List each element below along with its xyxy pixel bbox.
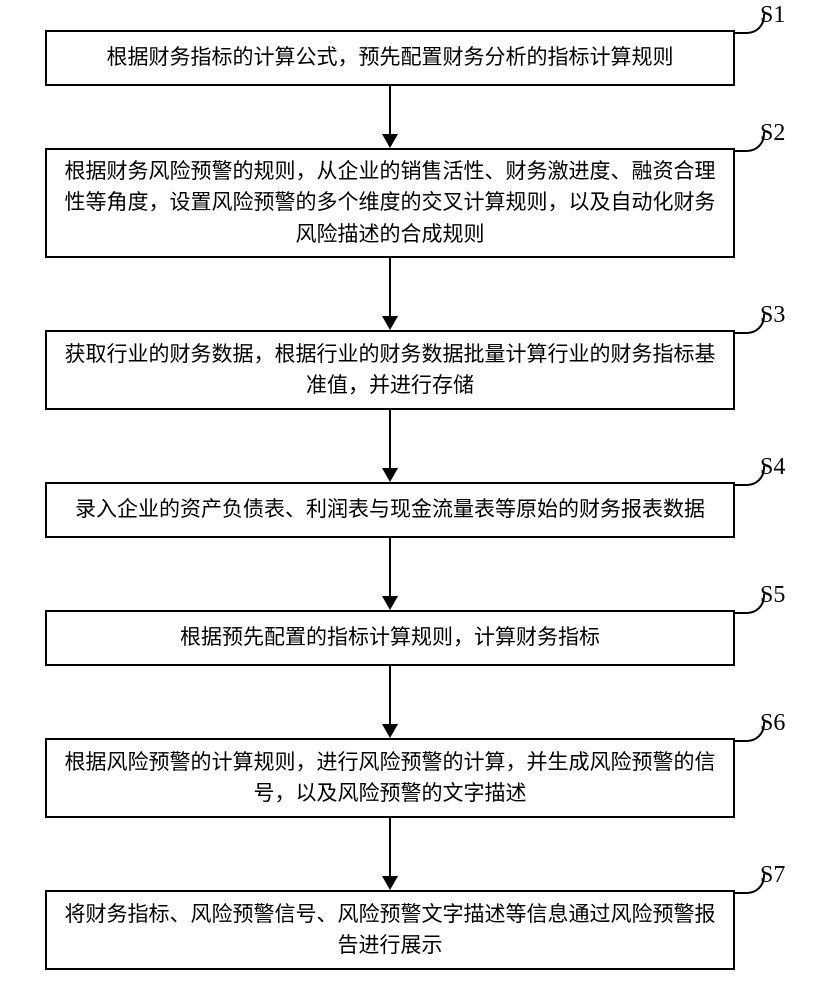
arrow-line-3 <box>389 410 391 468</box>
arrow-line-6 <box>389 818 391 876</box>
flow-step-s6: 根据风险预警的计算规则，进行风险预警的计算，并生成风险预警的信号，以及风险预警的… <box>45 738 735 818</box>
flow-step-text: 根据财务指标的计算公式，预先配置财务分析的指标计算规则 <box>107 42 674 74</box>
arrow-head-5 <box>382 724 398 738</box>
arrow-line-4 <box>389 538 391 596</box>
flow-step-text: 根据预先配置的指标计算规则，计算财务指标 <box>180 622 600 654</box>
arrow-line-1 <box>389 86 391 134</box>
arrow-line-5 <box>389 666 391 724</box>
flow-step-s5: 根据预先配置的指标计算规则，计算财务指标 <box>45 610 735 666</box>
arrow-head-4 <box>382 596 398 610</box>
step-label-s1: S1 <box>760 2 785 29</box>
flow-step-s3: 获取行业的财务数据，根据行业的财务数据批量计算行业的财务指标基准值，并进行存储 <box>45 330 735 410</box>
step-label-s2: S2 <box>760 120 785 147</box>
step-label-s6: S6 <box>760 710 785 737</box>
flow-step-text: 录入企业的资产负债表、利润表与现金流量表等原始的财务报表数据 <box>75 494 705 526</box>
step-label-s3: S3 <box>760 302 785 329</box>
flow-step-s1: 根据财务指标的计算公式，预先配置财务分析的指标计算规则 <box>45 30 735 86</box>
flow-step-s4: 录入企业的资产负债表、利润表与现金流量表等原始的财务报表数据 <box>45 482 735 538</box>
arrow-line-2 <box>389 258 391 316</box>
flow-step-s7: 将财务指标、风险预警信号、风险预警文字描述等信息通过风险预警报告进行展示 <box>45 890 735 970</box>
arrow-head-3 <box>382 468 398 482</box>
flow-step-text: 将财务指标、风险预警信号、风险预警文字描述等信息通过风险预警报告进行展示 <box>59 899 721 962</box>
step-label-s4: S4 <box>760 454 785 481</box>
arrow-head-1 <box>382 134 398 148</box>
step-label-s5: S5 <box>760 582 785 609</box>
flow-step-s2: 根据财务风险预警的规则，从企业的销售活性、财务激进度、融资合理性等角度，设置风险… <box>45 148 735 258</box>
flow-step-text: 根据风险预警的计算规则，进行风险预警的计算，并生成风险预警的信号，以及风险预警的… <box>59 747 721 810</box>
flow-step-text: 获取行业的财务数据，根据行业的财务数据批量计算行业的财务指标基准值，并进行存储 <box>59 339 721 402</box>
arrow-head-2 <box>382 316 398 330</box>
arrow-head-6 <box>382 876 398 890</box>
flow-step-text: 根据财务风险预警的规则，从企业的销售活性、财务激进度、融资合理性等角度，设置风险… <box>59 156 721 251</box>
step-label-s7: S7 <box>760 862 785 889</box>
flowchart-canvas: 根据财务指标的计算公式，预先配置财务分析的指标计算规则 S1 根据财务风险预警的规则… <box>0 0 817 1000</box>
